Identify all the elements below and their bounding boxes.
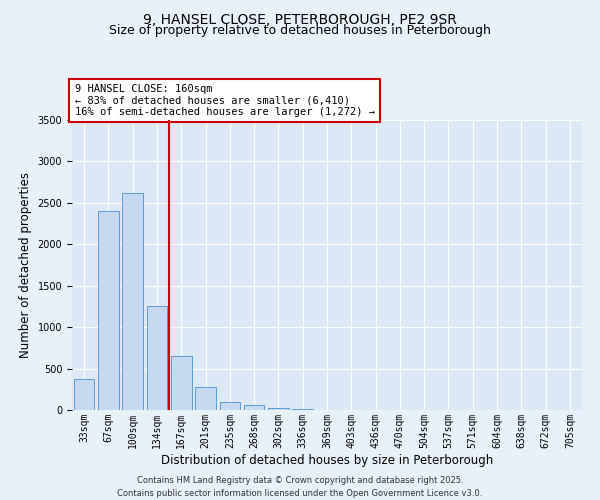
Y-axis label: Number of detached properties: Number of detached properties bbox=[19, 172, 32, 358]
Bar bbox=[74, 378, 94, 410]
Bar bbox=[122, 193, 143, 410]
Bar bbox=[195, 387, 216, 410]
Bar bbox=[98, 211, 119, 410]
X-axis label: Distribution of detached houses by size in Peterborough: Distribution of detached houses by size … bbox=[161, 454, 493, 466]
Bar bbox=[268, 408, 289, 410]
Text: 9 HANSEL CLOSE: 160sqm
← 83% of detached houses are smaller (6,410)
16% of semi-: 9 HANSEL CLOSE: 160sqm ← 83% of detached… bbox=[74, 84, 374, 117]
Text: Size of property relative to detached houses in Peterborough: Size of property relative to detached ho… bbox=[109, 24, 491, 37]
Bar bbox=[292, 409, 313, 410]
Bar bbox=[244, 406, 265, 410]
Bar bbox=[220, 402, 240, 410]
Text: 9, HANSEL CLOSE, PETERBOROUGH, PE2 9SR: 9, HANSEL CLOSE, PETERBOROUGH, PE2 9SR bbox=[143, 12, 457, 26]
Bar bbox=[146, 306, 167, 410]
Bar bbox=[171, 356, 191, 410]
Text: Contains HM Land Registry data © Crown copyright and database right 2025.
Contai: Contains HM Land Registry data © Crown c… bbox=[118, 476, 482, 498]
